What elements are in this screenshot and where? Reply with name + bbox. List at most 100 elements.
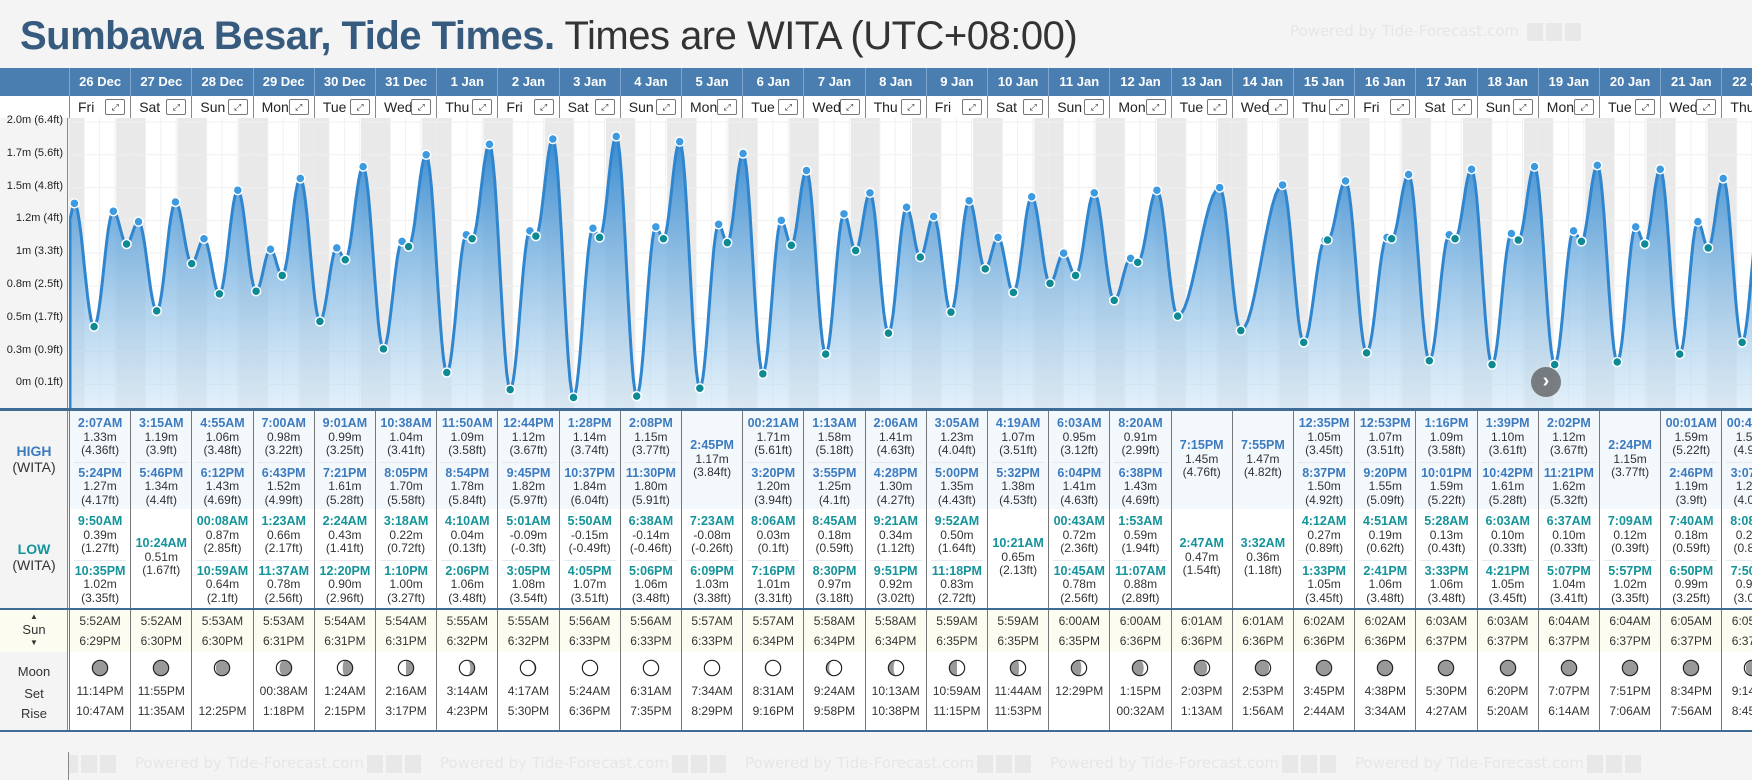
high-tide-time: 7:21PM	[323, 465, 367, 480]
expand-day-button[interactable]: ⤢	[472, 99, 493, 115]
high-tide-point	[901, 202, 912, 213]
low-tide-meters: 0.03m	[756, 527, 790, 542]
expand-day-button[interactable]: ⤢	[1206, 99, 1227, 115]
powered-by-watermark: Powered by Tide-Forecast.com	[1290, 22, 1581, 41]
expand-day-button[interactable]: ⤢	[1267, 99, 1288, 115]
low-tide-feet: (0.43ft)	[1427, 541, 1466, 555]
low-tide-point	[121, 238, 132, 250]
expand-day-button[interactable]: ⤢	[1084, 99, 1105, 115]
expand-day-button[interactable]: ⤢	[166, 99, 187, 115]
low-tide-feet: (0.39ft)	[1611, 541, 1650, 555]
expand-day-button[interactable]: ⤢	[1696, 99, 1717, 115]
high-tide-meters: 1.07m	[1001, 429, 1035, 444]
mountain-logo-icon	[1625, 754, 1642, 773]
high-tide-feet: (3.25ft)	[325, 443, 364, 457]
high-tide-entry: 6:04PM 1.41m (4.63ft)	[1049, 466, 1109, 508]
date-header: 16 Jan	[1354, 68, 1415, 96]
section-divider	[0, 608, 1752, 610]
high-tide-point	[963, 195, 975, 206]
sunset-time: 6:33PM	[691, 634, 733, 648]
moon-phase-icon	[642, 659, 660, 677]
high-tide-meters: 1.04m	[389, 429, 423, 444]
weekday-cell: Fri ⤢	[925, 96, 987, 118]
moon-phase-icon	[459, 659, 476, 677]
high-tide-meters: 1.55m	[1368, 479, 1402, 493]
expand-day-button[interactable]: ⤢	[717, 99, 738, 115]
high-tide-time: 9:45PM	[506, 465, 551, 480]
high-tide-entry: 4:28PM 1.30m (4.27ft)	[866, 466, 926, 508]
scroll-next-button[interactable]: ›	[1531, 367, 1561, 397]
high-tide-meters: 1.33m	[83, 429, 117, 444]
low-tide-point	[1449, 233, 1461, 244]
expand-day-button[interactable]: ⤢	[227, 99, 248, 115]
moonrise-time: 5:30PM	[507, 704, 550, 718]
sun-times-cell: 5:56AM 6:33PM	[619, 610, 681, 652]
expand-day-button[interactable]: ⤢	[105, 99, 126, 115]
moonrise-time: 10:47AM	[76, 704, 125, 718]
expand-day-button[interactable]: ⤢	[1635, 99, 1656, 115]
expand-day-button[interactable]: ⤢	[594, 99, 615, 115]
low-tide-feet: (-0.49ft)	[568, 541, 611, 555]
expand-day-button[interactable]: ⤢	[1390, 99, 1411, 115]
entry-separator	[869, 559, 922, 561]
date-header: 31 Dec	[375, 68, 436, 96]
low-tide-point	[1486, 359, 1498, 370]
moon-phase-icon	[581, 659, 598, 677]
low-tide-time: 1:23AM	[261, 514, 306, 528]
entry-separator	[1604, 559, 1657, 561]
low-tide-section: LOW (WITA) 9:50AM 0.39m (1.27ft) 10:35PM 1.0…	[0, 509, 1752, 608]
expand-day-button[interactable]: ⤢	[961, 99, 982, 115]
low-tide-cell: 00:43AM 0.72m (2.36ft) 10:45AM 0.78m (2.56ft)	[1048, 509, 1110, 608]
low-tide-time: 4:05PM	[567, 563, 612, 578]
arrow-logo-icon	[1545, 22, 1562, 41]
low-tide-cell: 5:28AM 0.13m (0.43ft) 3:33PM 1.06m (3.48ft)	[1415, 509, 1477, 608]
entry-separator	[808, 461, 861, 463]
sunrise-time: 5:53AM	[201, 614, 244, 628]
sun-times-cell: 5:54AM 6:31PM	[375, 610, 436, 652]
low-tide-cell: 2:47AM 0.47m (1.54ft)	[1170, 509, 1232, 608]
expand-day-button[interactable]: ⤢	[900, 99, 921, 115]
high-tide-meters: 1.23m	[1735, 479, 1752, 493]
moonset-time: 2:16AM	[385, 684, 427, 698]
expand-day-button[interactable]: ⤢	[839, 99, 860, 115]
low-tide-meters: 0.22m	[389, 527, 423, 542]
low-tide-meters: 0.19m	[1368, 527, 1402, 542]
expand-day-button[interactable]: ⤢	[1512, 99, 1533, 115]
moon-cell: 1:24AM 2:15PM	[313, 652, 375, 730]
expand-day-button[interactable]: ⤢	[533, 99, 554, 115]
low-tide-time: 2:06PM	[445, 563, 490, 578]
high-tide-entry: 5:00PM 1.35m (4.43ft)	[927, 466, 987, 508]
high-tide-point	[198, 233, 210, 244]
low-tide-meters: -0.09m	[509, 527, 548, 542]
date-header: 8 Jan	[864, 68, 926, 96]
high-tide-feet: (4.04ft)	[1733, 492, 1752, 507]
high-tide-point	[992, 232, 1004, 243]
high-tide-time: 10:42PM	[1482, 465, 1534, 480]
y-tick-label: 1.2m (4ft)	[15, 212, 63, 225]
high-tide-point	[295, 173, 306, 184]
expand-day-button[interactable]: ⤢	[655, 99, 676, 115]
expand-day-button[interactable]: ⤢	[1573, 99, 1594, 115]
expand-day-button[interactable]: ⤢	[411, 99, 432, 115]
entry-separator	[1114, 559, 1167, 561]
sunrise-time: 5:56AM	[630, 614, 672, 628]
expand-day-button[interactable]: ⤢	[778, 99, 799, 115]
expand-day-button[interactable]: ⤢	[1145, 99, 1166, 115]
entry-separator	[1481, 559, 1534, 561]
low-tide-point	[1424, 355, 1435, 366]
y-tick-label: 0.3m (0.9ft)	[6, 343, 63, 356]
low-tide-entry: 5:57PM 1.02m (3.35ft)	[1600, 564, 1660, 606]
expand-day-button[interactable]: ⤢	[288, 99, 309, 115]
low-tide-meters: 1.02m	[83, 577, 117, 591]
weekday-label: Wed	[384, 99, 413, 115]
page-title: Sumbawa Besar, Tide Times. Times are WIT…	[20, 10, 1078, 62]
date-header: 22 Jan	[1721, 68, 1752, 96]
expand-day-button[interactable]: ⤢	[349, 99, 370, 115]
expand-day-button[interactable]: ⤢	[1329, 99, 1350, 115]
high-tide-entry: 10:37PM 1.84m (6.04ft)	[560, 466, 620, 508]
high-tide-feet: (5.18ft)	[815, 443, 854, 457]
low-tide-feet: (0.59ft)	[815, 541, 854, 555]
expand-day-button[interactable]: ⤢	[1023, 99, 1044, 115]
high-tide-meters: 1.12m	[1552, 429, 1586, 444]
expand-day-button[interactable]: ⤢	[1451, 99, 1472, 115]
